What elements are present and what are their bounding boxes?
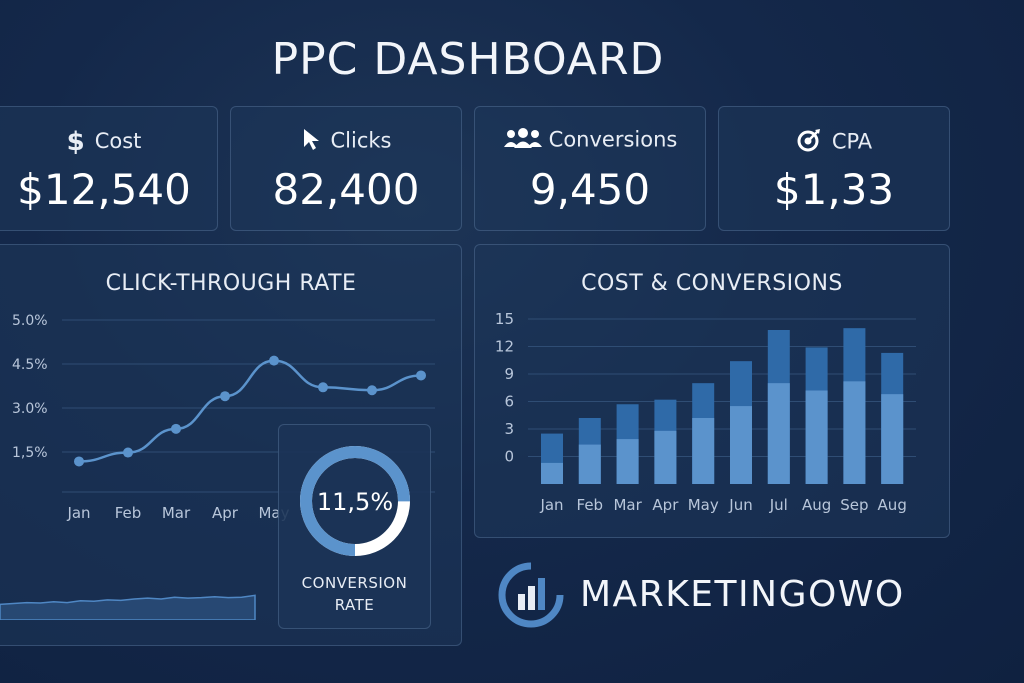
- ctr-data-point: [220, 391, 230, 402]
- ctr-x-tick-label: Mar: [162, 504, 191, 522]
- conversion-rate-donut: 11,5%: [300, 446, 410, 556]
- cost-conversions-bar-chart: 15 12 9 6 3 0 Jan Feb Mar Apr May Jun Jul Aug Sep Aug: [495, 310, 916, 514]
- bar-x-tick-label: Apr: [652, 496, 679, 514]
- bar-conversions: [730, 406, 752, 484]
- kpi-card-cpa: CPA $1,33: [718, 106, 950, 231]
- bar-x-tick-label: Jan: [539, 496, 563, 514]
- mini-area-series: [0, 594, 256, 620]
- kpi-label-cpa: CPA: [831, 129, 873, 154]
- kpi-label-cost: Cost: [94, 129, 142, 153]
- bar-x-tick-label: Aug: [802, 496, 831, 514]
- bar-x-tick-label: Jun: [728, 496, 752, 514]
- bar-conversions: [805, 390, 828, 484]
- bar-x-tick-label: Jul: [769, 496, 788, 514]
- ctr-data-point: [318, 382, 328, 393]
- ctr-x-tick-label: Feb: [115, 504, 142, 522]
- bar-conversions: [881, 394, 904, 484]
- bar-conversions: [616, 439, 639, 484]
- ctr-y-tick-label: 1,5%: [12, 445, 48, 461]
- bar-x-tick-label: Aug: [878, 496, 907, 514]
- target-icon: [796, 127, 822, 158]
- ctr-panel-title: CLICK-THROUGH RATE: [105, 271, 357, 296]
- bar-conversions: [578, 444, 601, 484]
- kpi-value-clicks: 82,400: [272, 165, 420, 214]
- ctr-data-point: [123, 447, 133, 458]
- bar-y-tick-label: 15: [495, 310, 514, 328]
- conversion-rate-caption-line2: RATE: [334, 596, 375, 614]
- bar-y-tick-label: 9: [504, 365, 514, 383]
- brand-logo: MARKETINGOWO: [496, 560, 916, 630]
- kpi-card-cost: $ Cost $12,540: [0, 106, 218, 231]
- page-title: PPC DASHBOARD: [271, 34, 665, 85]
- ctr-data-point: [367, 385, 377, 396]
- bar-conversions: [767, 383, 790, 484]
- kpi-value-cpa: $1,33: [773, 165, 895, 214]
- ctr-data-point: [74, 456, 84, 467]
- kpi-card-conversions: Conversions 9,450: [474, 106, 706, 231]
- ctr-data-point: [269, 355, 279, 366]
- bar-y-tick-label: 6: [504, 393, 514, 411]
- bar-y-tick-label: 3: [504, 420, 514, 438]
- bar-x-tick-label: Mar: [613, 496, 642, 514]
- conversion-rate-value: 11,5%: [317, 488, 393, 516]
- bar-conversions: [692, 418, 715, 484]
- ctr-y-tick-label: 4.5%: [12, 357, 48, 373]
- cursor-icon: [301, 127, 321, 156]
- brand-chart-icon: [498, 562, 564, 628]
- bar-conversions: [843, 381, 866, 484]
- ctr-y-tick-label: 5.0%: [12, 313, 48, 329]
- cost-panel-title: COST & CONVERSIONS: [581, 271, 843, 296]
- kpi-card-clicks: Clicks 82,400: [230, 106, 462, 231]
- bar-y-tick-label: 12: [495, 338, 514, 356]
- ctr-x-tick-label: Jan: [66, 504, 90, 522]
- bar-x-tick-label: Feb: [577, 496, 604, 514]
- ctr-series-line: [78, 359, 422, 463]
- dollar-icon: $: [66, 127, 85, 157]
- conversion-rate-card: 11,5% CONVERSION RATE: [278, 424, 431, 629]
- kpi-label-clicks: Clicks: [330, 128, 392, 153]
- people-icon: [503, 127, 543, 154]
- bar-conversions: [654, 430, 677, 484]
- bar-y-tick-label: 0: [504, 448, 514, 466]
- bar-x-tick-label: Sep: [840, 496, 868, 514]
- bar-conversions: [541, 462, 563, 484]
- kpi-label-conversions: Conversions: [548, 127, 678, 152]
- ctr-data-point: [171, 423, 181, 434]
- brand-name: MARKETINGOWO: [580, 574, 905, 615]
- conversion-rate-arc: [300, 446, 410, 556]
- conversion-rate-caption-line1: CONVERSION: [301, 574, 408, 592]
- bar-x-tick-label: May: [688, 496, 719, 514]
- kpi-value-conversions: 9,450: [529, 165, 651, 214]
- kpi-value-cost: $12,540: [17, 165, 191, 214]
- ctr-x-tick-label: Apr: [212, 504, 239, 522]
- ctr-data-point: [416, 370, 426, 381]
- ctr-y-tick-label: 3.0%: [12, 401, 48, 417]
